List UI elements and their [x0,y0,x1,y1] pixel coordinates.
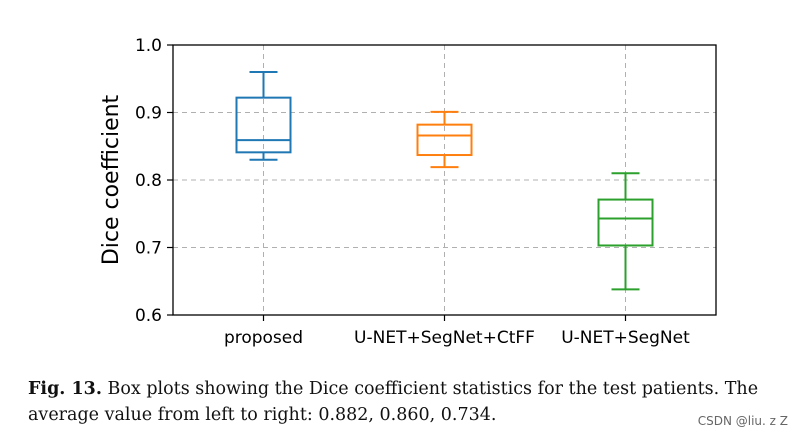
y-axis-ticks: 0.6 0.7 0.8 0.9 1.0 [135,36,173,326]
caption-label: Fig. 13. [28,379,102,399]
box-2 [416,110,473,169]
y-tick-label: 0.9 [135,104,162,124]
x-tick-label: proposed [224,328,303,348]
y-tick-label: 0.7 [135,239,162,259]
y-tick-label: 0.8 [135,171,162,191]
box-3 [597,172,654,291]
box-1 [235,71,292,161]
y-tick-label: 0.6 [135,306,162,326]
iqr-box [597,198,654,247]
x-tick-label: U-NET+SegNet [561,328,690,348]
box-plot-chart: 0.6 0.7 0.8 0.9 1.0 proposed U-NET+SegNet+CtF… [99,36,717,348]
y-tick-label: 1.0 [135,36,162,56]
x-tick-label: U-NET+SegNet+CtFF [354,328,535,348]
figure-caption: Fig. 13. Box plots showing the Dice coef… [28,376,792,428]
y-axis-label: Dice coefficient [99,94,124,265]
iqr-box [235,96,292,154]
box-series [235,71,654,291]
caption-text: Box plots showing the Dice coefficient s… [28,379,759,425]
watermark: CSDN @liu. z Z [697,414,788,428]
iqr-box [416,123,473,157]
grid-lines [173,44,716,316]
x-axis-ticks: proposed U-NET+SegNet+CtFF U-NET+SegNet [224,315,690,348]
